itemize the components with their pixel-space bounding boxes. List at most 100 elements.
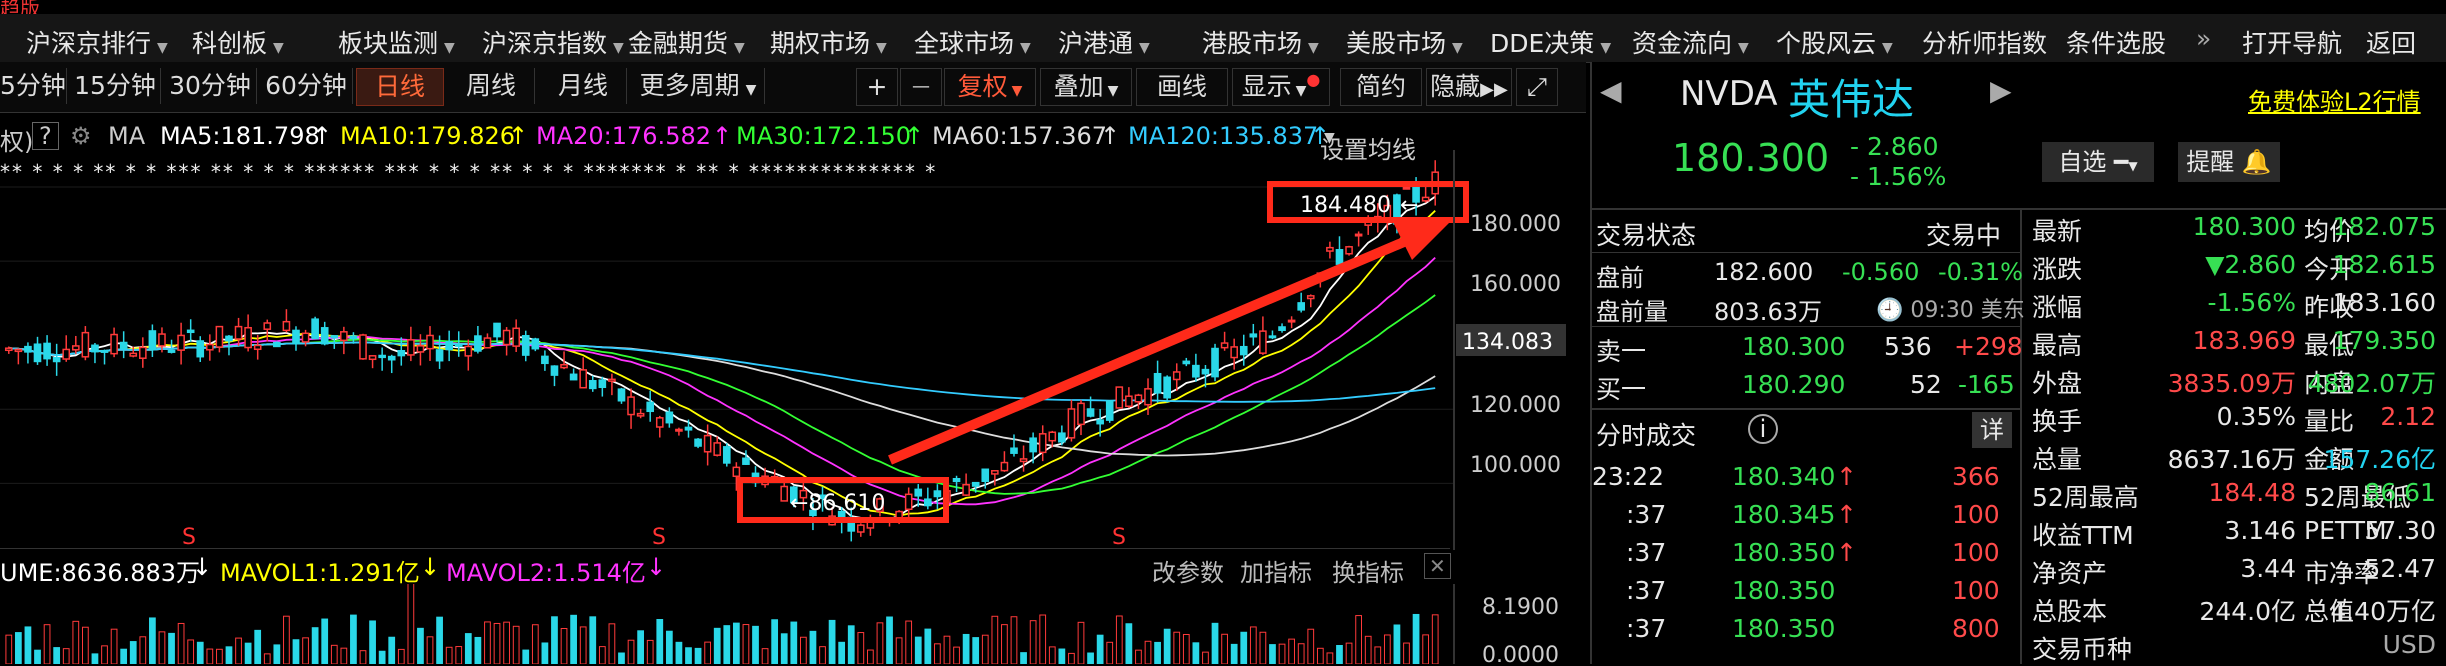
candle-body: [904, 493, 913, 511]
menu-options[interactable]: 期权市场 ▼: [770, 24, 887, 60]
fullscreen-icon: ⤢: [1526, 72, 1547, 101]
menu-label: 沪深京排行: [26, 29, 152, 58]
stat-value: 52.47: [2364, 554, 2436, 583]
menu-hushenjing-rank[interactable]: 沪深京排行 ▼: [26, 24, 168, 60]
jianyue-button[interactable]: 简约: [1340, 68, 1422, 106]
huaxian-button[interactable]: 画线: [1136, 68, 1228, 106]
menu-kechuangban[interactable]: 科创板 ▼: [192, 24, 284, 60]
volume-bar: [867, 649, 874, 664]
volume-bar: [895, 637, 903, 664]
candle-body: [52, 356, 61, 363]
volume-bar: [1278, 643, 1286, 664]
buy1-label: 买一: [1596, 375, 1647, 404]
volume-bar: [378, 650, 386, 664]
help-button[interactable]: ?: [32, 122, 59, 150]
premarket-price: 182.600: [1714, 258, 1814, 286]
period-5min[interactable]: 5分钟: [0, 68, 67, 104]
menu-finance-futures[interactable]: 金融期货 ▼: [628, 24, 745, 60]
candle-body: [407, 339, 415, 356]
menu-bankuai[interactable]: 板块监测 ▼: [338, 24, 455, 60]
volume-bar: [43, 624, 51, 664]
free-l2-link[interactable]: 免费体验L2行情: [2248, 88, 2421, 116]
volume-chart[interactable]: 8.1900 0.0000: [0, 584, 1586, 664]
add-indicator-button[interactable]: 加指标: [1240, 559, 1312, 587]
period-60min[interactable]: 60分钟: [260, 68, 353, 104]
menu-more[interactable]: »: [2196, 24, 2211, 53]
period-30min[interactable]: 30分钟: [164, 68, 257, 104]
diejia-button[interactable]: 叠加 ▼: [1040, 68, 1132, 106]
low-annotation-box: [737, 477, 949, 523]
menu-back[interactable]: 返回: [2366, 24, 2416, 60]
ma-line: [8, 341, 1436, 403]
volume-bar: [484, 621, 491, 664]
arrow-up-icon: ↑: [712, 122, 733, 150]
switch-indicator-button[interactable]: 换指标: [1332, 559, 1404, 587]
zoom-out-button[interactable]: —: [900, 68, 942, 106]
period-daily[interactable]: 日线: [356, 68, 444, 106]
tick-volume: 800: [1952, 614, 2000, 643]
candle-body: [273, 341, 281, 348]
candle-body: [426, 334, 434, 350]
period-more[interactable]: 更多周期 ▼: [632, 68, 765, 104]
period-weekly[interactable]: 周线: [448, 68, 535, 104]
arrow-up-icon: ↑: [1310, 122, 1331, 150]
menu-hk-market[interactable]: 港股市场 ▼: [1202, 24, 1319, 60]
stat-value: 2.12: [2380, 402, 2436, 431]
volume-bar: [512, 625, 520, 664]
stat-label: PETTM: [2304, 516, 2387, 545]
zoom-in-button[interactable]: +: [856, 68, 898, 106]
menu-global[interactable]: 全球市场 ▼: [914, 24, 1031, 60]
menu-us-market[interactable]: 美股市场 ▼: [1346, 24, 1463, 60]
ticks-detail-button[interactable]: 详: [1972, 412, 2012, 448]
volume-bar: [1058, 648, 1066, 664]
candle-body: [703, 434, 712, 453]
volume-bar: [560, 628, 568, 664]
menu-analyst-index[interactable]: 分析师指数: [1922, 24, 2047, 60]
watchlist-button[interactable]: 自选 ━▼: [2042, 142, 2154, 182]
tick-up-arrow-icon: ↑: [1836, 538, 1857, 567]
menu-stock-screener[interactable]: 条件选股: [2066, 24, 2166, 60]
volume-bar: [1355, 615, 1362, 664]
volume-bar: [417, 627, 424, 664]
yincang-button[interactable]: 隐藏▶▶: [1426, 68, 1512, 106]
volume-bar: [436, 616, 443, 664]
menu-stock-news[interactable]: 个股风云 ▼: [1776, 24, 1893, 60]
close-icon[interactable]: ✕: [1424, 553, 1451, 579]
period-15min[interactable]: 15分钟: [70, 68, 161, 104]
fuquan-button[interactable]: 复权 ▼: [944, 68, 1036, 106]
menu-money-flow[interactable]: 资金流向 ▼: [1632, 24, 1749, 60]
premarket-time-text: 09:30 美东: [1910, 298, 2025, 323]
volume-bar: [1259, 631, 1267, 664]
volume-bar: [407, 584, 415, 664]
gear-icon[interactable]: ⚙: [70, 122, 92, 150]
volume-bar: [1010, 616, 1018, 664]
volume-bar: [522, 649, 530, 664]
candle-body: [138, 346, 147, 359]
fullscreen-button[interactable]: ⤢: [1516, 68, 1558, 106]
change-params-button[interactable]: 改参数: [1152, 559, 1224, 587]
volume-bar: [943, 635, 951, 664]
stat-label: 净资产: [2032, 559, 2108, 588]
menu-hushenjing-index[interactable]: 沪深京指数 ▼: [482, 24, 624, 60]
candle-body: [1029, 437, 1037, 453]
next-stock-button[interactable]: ▶: [1990, 74, 2012, 107]
info-icon[interactable]: i: [1748, 414, 1778, 444]
candle-body: [464, 345, 473, 357]
volume-bar: [263, 653, 271, 664]
volume-bar: [704, 641, 712, 664]
candle-body: [1067, 408, 1076, 439]
period-monthly[interactable]: 月线: [540, 68, 627, 104]
candlestick-chart[interactable]: 184.480 ← ←86.610 S S S 180.000 160.000 …: [0, 150, 1586, 550]
menu-open-nav[interactable]: 打开导航: [2242, 24, 2342, 60]
candle-body: [981, 468, 990, 483]
ma60-value: MA60:157.367: [932, 122, 1107, 150]
stat-value: 0.35%: [2216, 402, 2296, 431]
menu-hugangtong[interactable]: 沪港通 ▼: [1058, 24, 1150, 60]
menu-dde[interactable]: DDE决策 ▼: [1490, 24, 1611, 60]
stat-label: 总量: [2032, 445, 2083, 474]
price-tag-bg: [1456, 324, 1566, 356]
xianshi-button[interactable]: 显示 ▼●: [1232, 68, 1330, 106]
alert-button[interactable]: 提醒 🔔: [2178, 142, 2280, 182]
candle-body: [550, 365, 559, 376]
prev-stock-button[interactable]: ◀: [1600, 74, 1622, 107]
